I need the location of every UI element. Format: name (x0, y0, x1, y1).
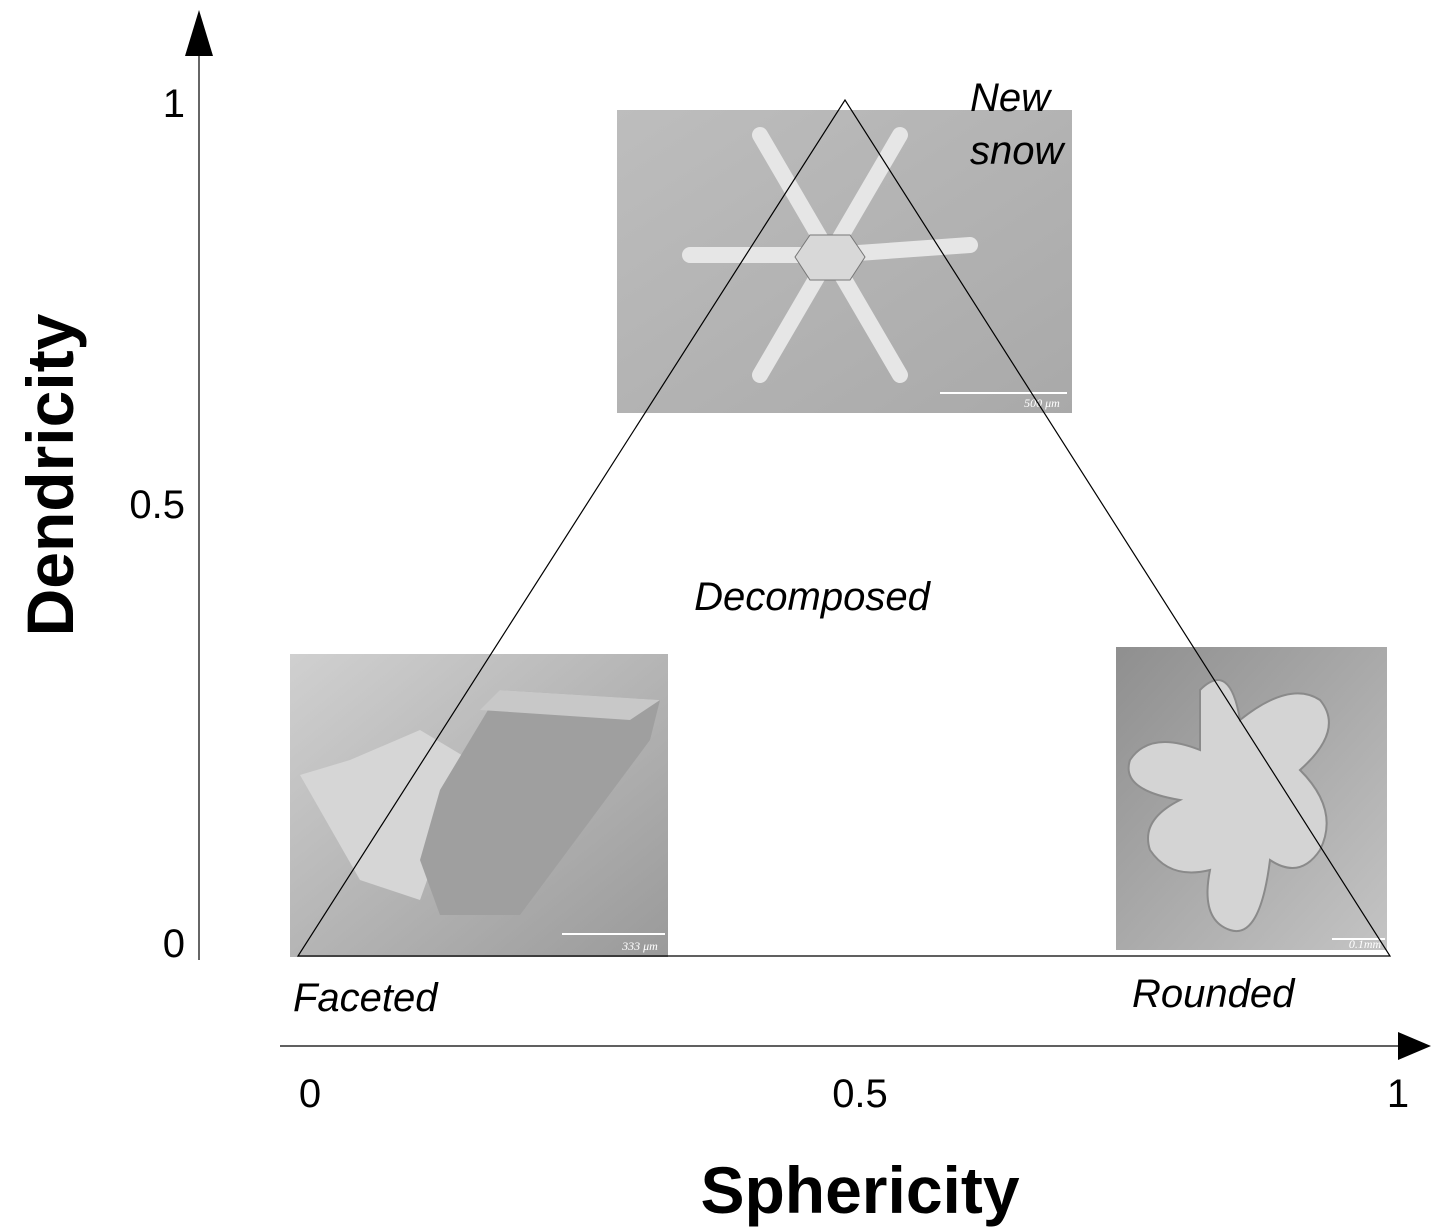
label-decomposed: Decomposed (694, 575, 931, 619)
triangle (296, 98, 1392, 957)
label-new-snow: New (970, 76, 1053, 120)
scale-label: 500 μm (1024, 396, 1060, 410)
image-new-snow: 500 μm (617, 110, 1072, 413)
x-arrow (1398, 1032, 1431, 1060)
y-tick-label: 0.5 (129, 483, 185, 527)
x-tick-label: 1 (1387, 1072, 1409, 1116)
label-new-snow: snow (970, 129, 1066, 173)
y-axis-label: Dendricity (13, 313, 87, 636)
y-tick-label: 0 (163, 922, 185, 966)
image-rounded: 0.1mm (1116, 647, 1387, 951)
x-axis-label: Sphericity (700, 1153, 1019, 1227)
x-tick-label: 0 (299, 1072, 321, 1116)
label-rounded: Rounded (1132, 972, 1296, 1016)
scale-label: 333 μm (621, 939, 658, 953)
scale-label: 0.1mm (1349, 937, 1382, 951)
y-tick-label: 1 (163, 82, 185, 126)
x-tick-label: 0.5 (832, 1072, 888, 1116)
label-faceted: Faceted (293, 976, 439, 1020)
image-faceted: 333 μm (290, 654, 668, 957)
y-arrow (185, 10, 213, 56)
